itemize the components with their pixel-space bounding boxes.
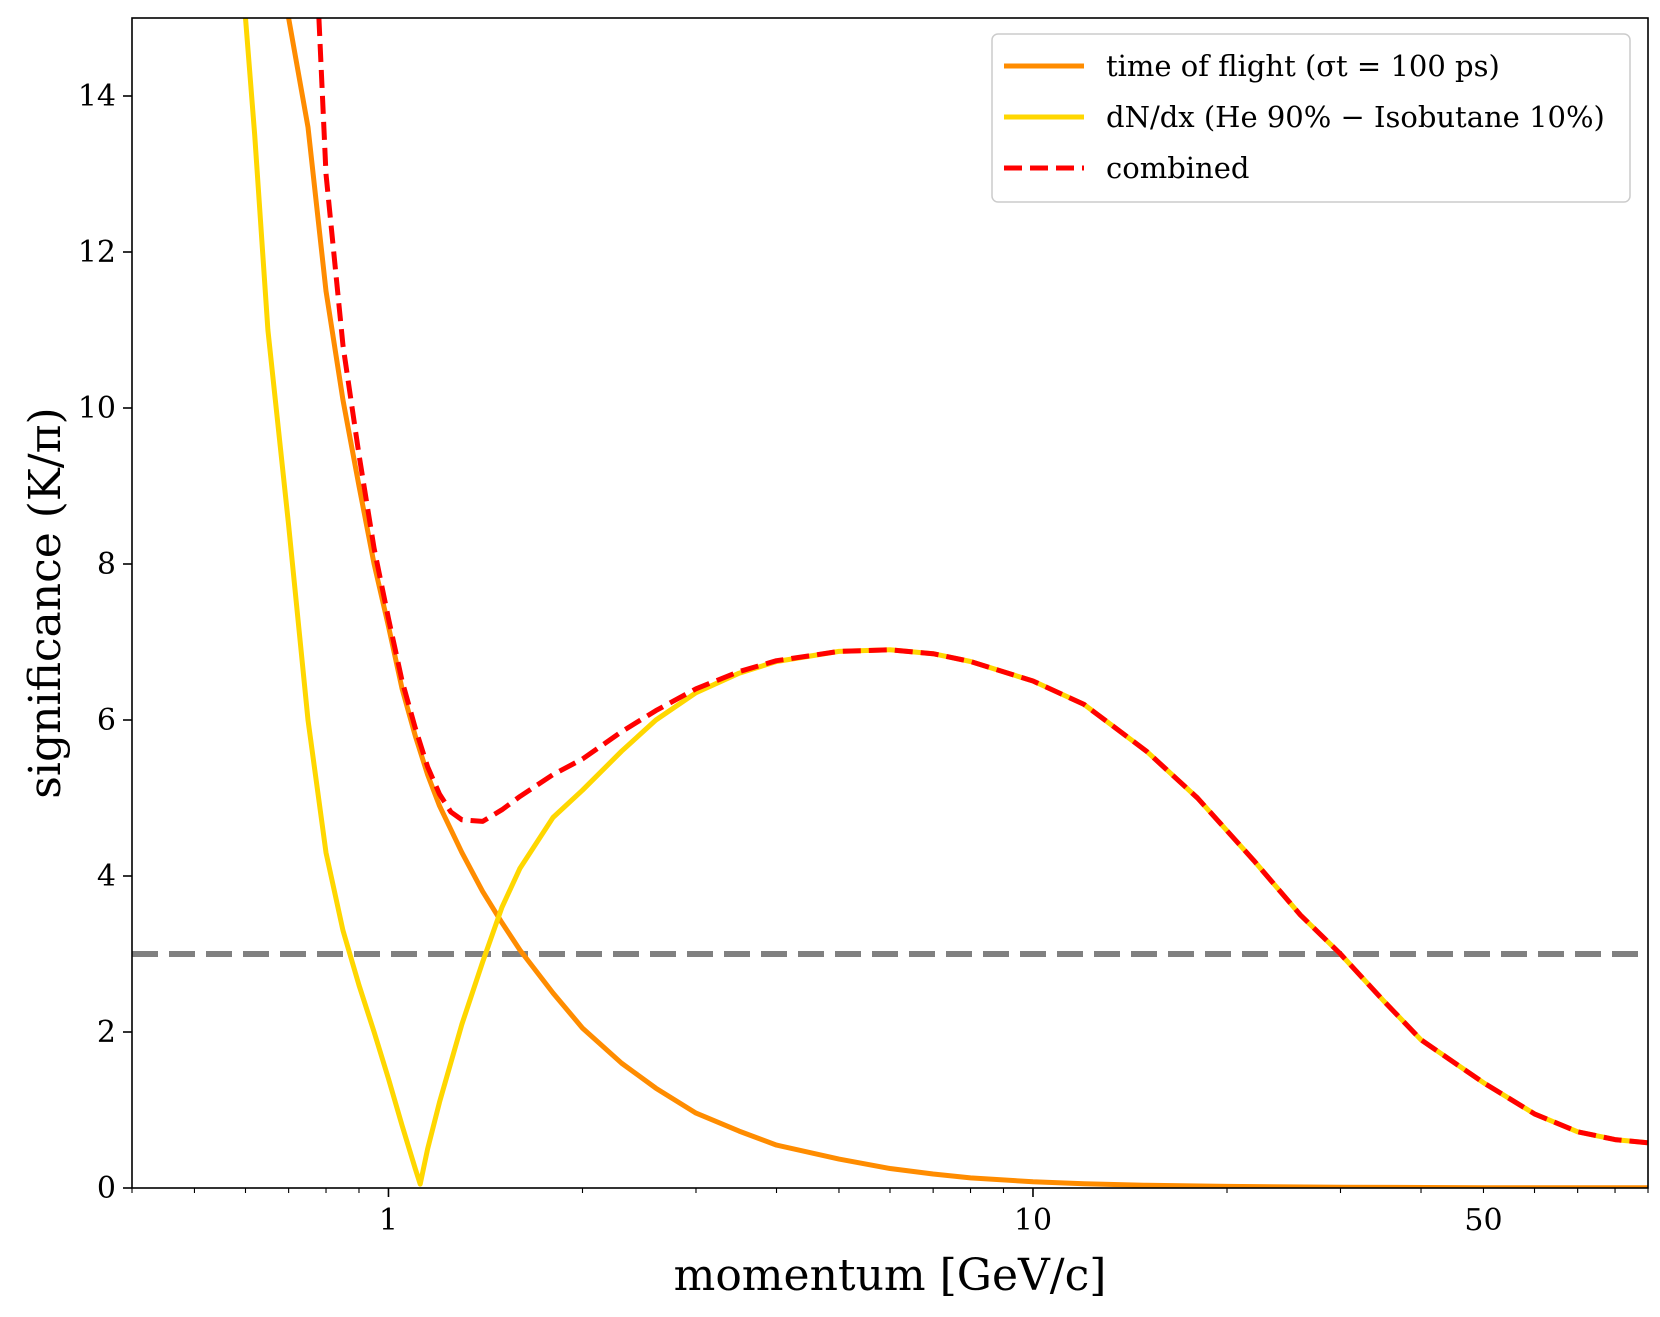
- y-tick-label: 8: [97, 547, 116, 582]
- series-line-0: [286, 18, 1648, 1188]
- y-tick-label: 4: [97, 859, 116, 894]
- y-axis: 0 2 4 6 8 10 12 14: [78, 79, 132, 1206]
- x-axis-title: momentum [GeV/c]: [674, 1250, 1107, 1301]
- y-tick-label: 14: [78, 79, 116, 114]
- series-line-2: [316, 18, 1648, 1146]
- y-tick-label: 6: [97, 703, 116, 738]
- y-tick-label: 2: [97, 1015, 116, 1050]
- x-tick-label: 10: [1014, 1203, 1052, 1238]
- legend-label-dndx: dN/dx (He 90% − Isobutane 10%): [1106, 100, 1605, 134]
- y-tick-label: 0: [97, 1171, 116, 1206]
- legend-box: [991, 33, 1631, 203]
- legend-label-combined: combined: [1106, 151, 1249, 185]
- x-tick-label: 1: [379, 1203, 398, 1238]
- x-tick-label: 50: [1464, 1203, 1502, 1238]
- y-tick-label: 12: [78, 235, 116, 270]
- legend-label-tof: time of flight (σt = 100 ps): [1106, 49, 1500, 83]
- y-axis-title: significance (K/π): [20, 407, 71, 798]
- y-tick-label: 10: [78, 391, 116, 426]
- x-axis: 1 10 50: [131, 1188, 1649, 1238]
- legend: time of flight (σt = 100 ps) dN/dx (He 9…: [991, 33, 1631, 203]
- series-layer: [132, 18, 1648, 1188]
